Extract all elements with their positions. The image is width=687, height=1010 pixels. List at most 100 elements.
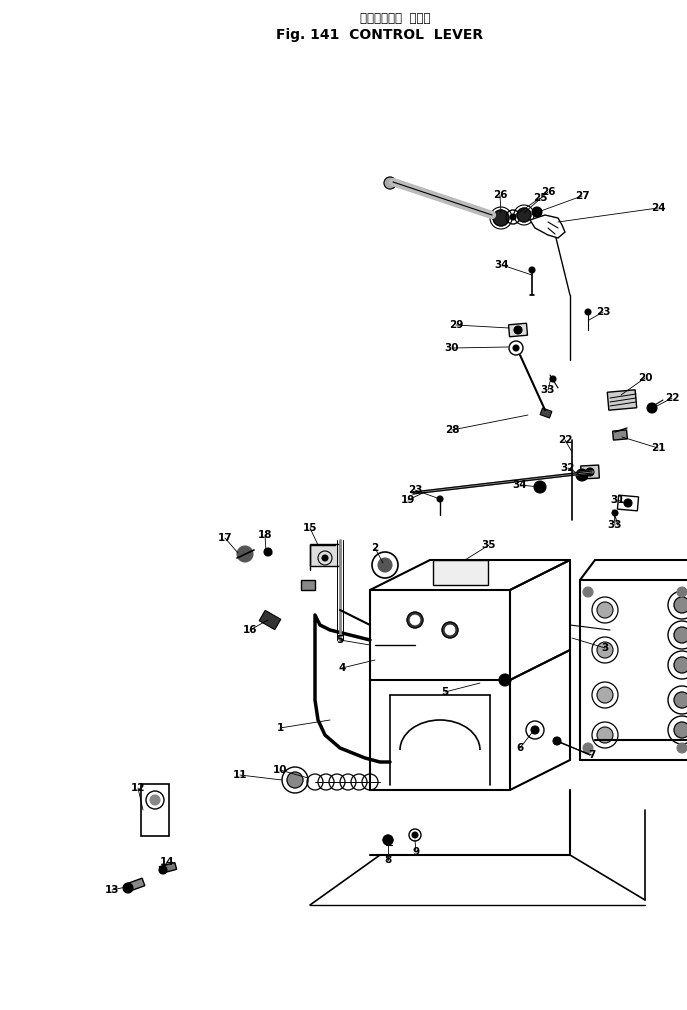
- Circle shape: [586, 468, 594, 476]
- Circle shape: [510, 214, 516, 220]
- Circle shape: [534, 481, 546, 493]
- Text: 4: 4: [338, 663, 346, 673]
- Circle shape: [529, 267, 535, 273]
- Circle shape: [624, 499, 632, 507]
- Circle shape: [674, 722, 687, 738]
- Circle shape: [597, 602, 613, 618]
- Text: 23: 23: [596, 307, 610, 317]
- Text: 27: 27: [575, 191, 589, 201]
- Circle shape: [597, 642, 613, 658]
- Circle shape: [583, 587, 593, 597]
- Text: 33: 33: [541, 385, 555, 395]
- Circle shape: [159, 866, 167, 874]
- Bar: [613, 430, 627, 440]
- Text: 35: 35: [482, 540, 496, 550]
- Polygon shape: [530, 215, 565, 238]
- Text: 13: 13: [104, 885, 120, 895]
- Text: 15: 15: [303, 523, 317, 533]
- Text: 23: 23: [408, 485, 423, 495]
- Circle shape: [445, 625, 455, 635]
- Circle shape: [585, 309, 591, 315]
- Text: 28: 28: [444, 425, 459, 435]
- Text: 7: 7: [588, 750, 596, 760]
- Circle shape: [513, 345, 519, 351]
- Text: 18: 18: [258, 530, 272, 540]
- Text: 32: 32: [561, 463, 575, 473]
- Circle shape: [123, 883, 133, 893]
- Circle shape: [383, 835, 393, 845]
- Circle shape: [437, 496, 443, 502]
- Circle shape: [287, 772, 303, 788]
- Circle shape: [677, 743, 687, 753]
- Text: 11: 11: [233, 770, 247, 780]
- Text: 12: 12: [131, 783, 145, 793]
- Circle shape: [410, 615, 420, 625]
- Text: 29: 29: [449, 320, 463, 330]
- Circle shape: [378, 558, 392, 572]
- Text: 26: 26: [541, 187, 555, 197]
- Bar: [540, 408, 552, 418]
- Text: 1: 1: [276, 723, 284, 733]
- Bar: [508, 323, 528, 336]
- Circle shape: [493, 210, 509, 226]
- Circle shape: [499, 674, 511, 686]
- Text: 16: 16: [243, 625, 257, 635]
- Circle shape: [597, 687, 613, 703]
- Text: 6: 6: [517, 743, 523, 753]
- Circle shape: [322, 556, 328, 561]
- Text: 20: 20: [638, 373, 652, 383]
- Circle shape: [264, 548, 272, 556]
- Text: 9: 9: [412, 847, 420, 857]
- Circle shape: [612, 510, 618, 516]
- Text: 17: 17: [218, 533, 232, 543]
- Bar: [607, 390, 637, 410]
- Text: 26: 26: [493, 190, 507, 200]
- Text: 8: 8: [384, 855, 392, 865]
- Bar: [310, 544, 340, 566]
- Text: Fig. 141  CONTROL  LEVER: Fig. 141 CONTROL LEVER: [276, 28, 484, 42]
- Circle shape: [442, 622, 458, 638]
- Bar: [618, 495, 639, 511]
- Circle shape: [532, 207, 542, 217]
- Circle shape: [550, 376, 556, 382]
- Circle shape: [150, 795, 160, 805]
- Text: コントロール  レバー: コントロール レバー: [360, 11, 430, 24]
- Circle shape: [576, 469, 588, 481]
- Circle shape: [531, 726, 539, 734]
- Circle shape: [237, 546, 253, 562]
- Circle shape: [677, 587, 687, 597]
- Circle shape: [674, 597, 687, 613]
- Circle shape: [384, 177, 396, 189]
- Bar: [159, 863, 177, 874]
- Text: 3: 3: [601, 643, 609, 653]
- Text: 31: 31: [611, 495, 625, 505]
- Bar: [125, 878, 145, 892]
- Circle shape: [674, 692, 687, 708]
- Circle shape: [514, 326, 522, 334]
- Text: 2: 2: [372, 543, 379, 553]
- Text: 10: 10: [273, 765, 287, 775]
- Text: 14: 14: [159, 857, 174, 867]
- Text: 24: 24: [651, 203, 665, 213]
- Bar: [433, 560, 488, 585]
- Text: 22: 22: [665, 393, 679, 403]
- Text: 25: 25: [532, 193, 548, 203]
- Text: 34: 34: [495, 260, 509, 270]
- Circle shape: [674, 627, 687, 643]
- Circle shape: [553, 737, 561, 745]
- Text: 22: 22: [558, 435, 572, 445]
- Bar: [301, 580, 315, 590]
- Bar: [259, 610, 281, 629]
- Bar: [581, 465, 599, 479]
- Circle shape: [647, 403, 657, 413]
- Circle shape: [583, 743, 593, 753]
- Text: 33: 33: [608, 520, 622, 530]
- Circle shape: [674, 656, 687, 673]
- Text: 34: 34: [513, 480, 528, 490]
- Circle shape: [412, 832, 418, 838]
- Text: 5: 5: [441, 687, 449, 697]
- Text: 30: 30: [444, 343, 459, 354]
- Text: 21: 21: [651, 443, 665, 453]
- Text: 19: 19: [401, 495, 415, 505]
- Circle shape: [407, 612, 423, 628]
